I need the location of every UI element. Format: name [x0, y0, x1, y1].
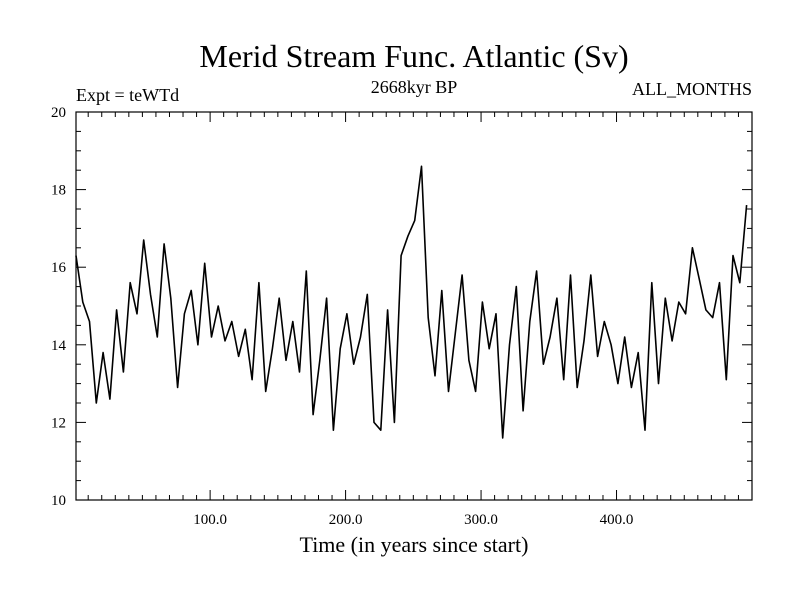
y-tick-label: 12 — [51, 415, 66, 431]
chart-subtitle-center: 2668kyr BP — [371, 77, 458, 97]
x-tick-label: 100.0 — [193, 512, 227, 528]
y-tick-label: 14 — [51, 338, 67, 354]
y-tick-label: 20 — [51, 105, 66, 121]
y-tick-label: 10 — [51, 493, 66, 509]
x-tick-label: 200.0 — [329, 512, 363, 528]
series-line — [75, 165, 748, 439]
chart-subtitle-left: Expt = teWTd — [76, 85, 179, 105]
chart-title: Merid Stream Func. Atlantic (Sv) — [199, 38, 628, 74]
x-tick-label: 300.0 — [464, 512, 498, 528]
x-tick-label: 400.0 — [600, 512, 634, 528]
chart-subtitle-right: ALL_MONTHS — [632, 79, 752, 99]
y-axis-ticks: 10 12 14 16 18 20 — [51, 105, 752, 509]
x-axis-label: Time (in years since start) — [300, 532, 529, 557]
y-tick-label: 18 — [51, 183, 66, 199]
y-tick-label: 16 — [51, 260, 67, 276]
x-axis-ticks: 100.0 200.0 300.0 400.0 — [87, 112, 739, 528]
plot-frame — [75, 111, 753, 501]
